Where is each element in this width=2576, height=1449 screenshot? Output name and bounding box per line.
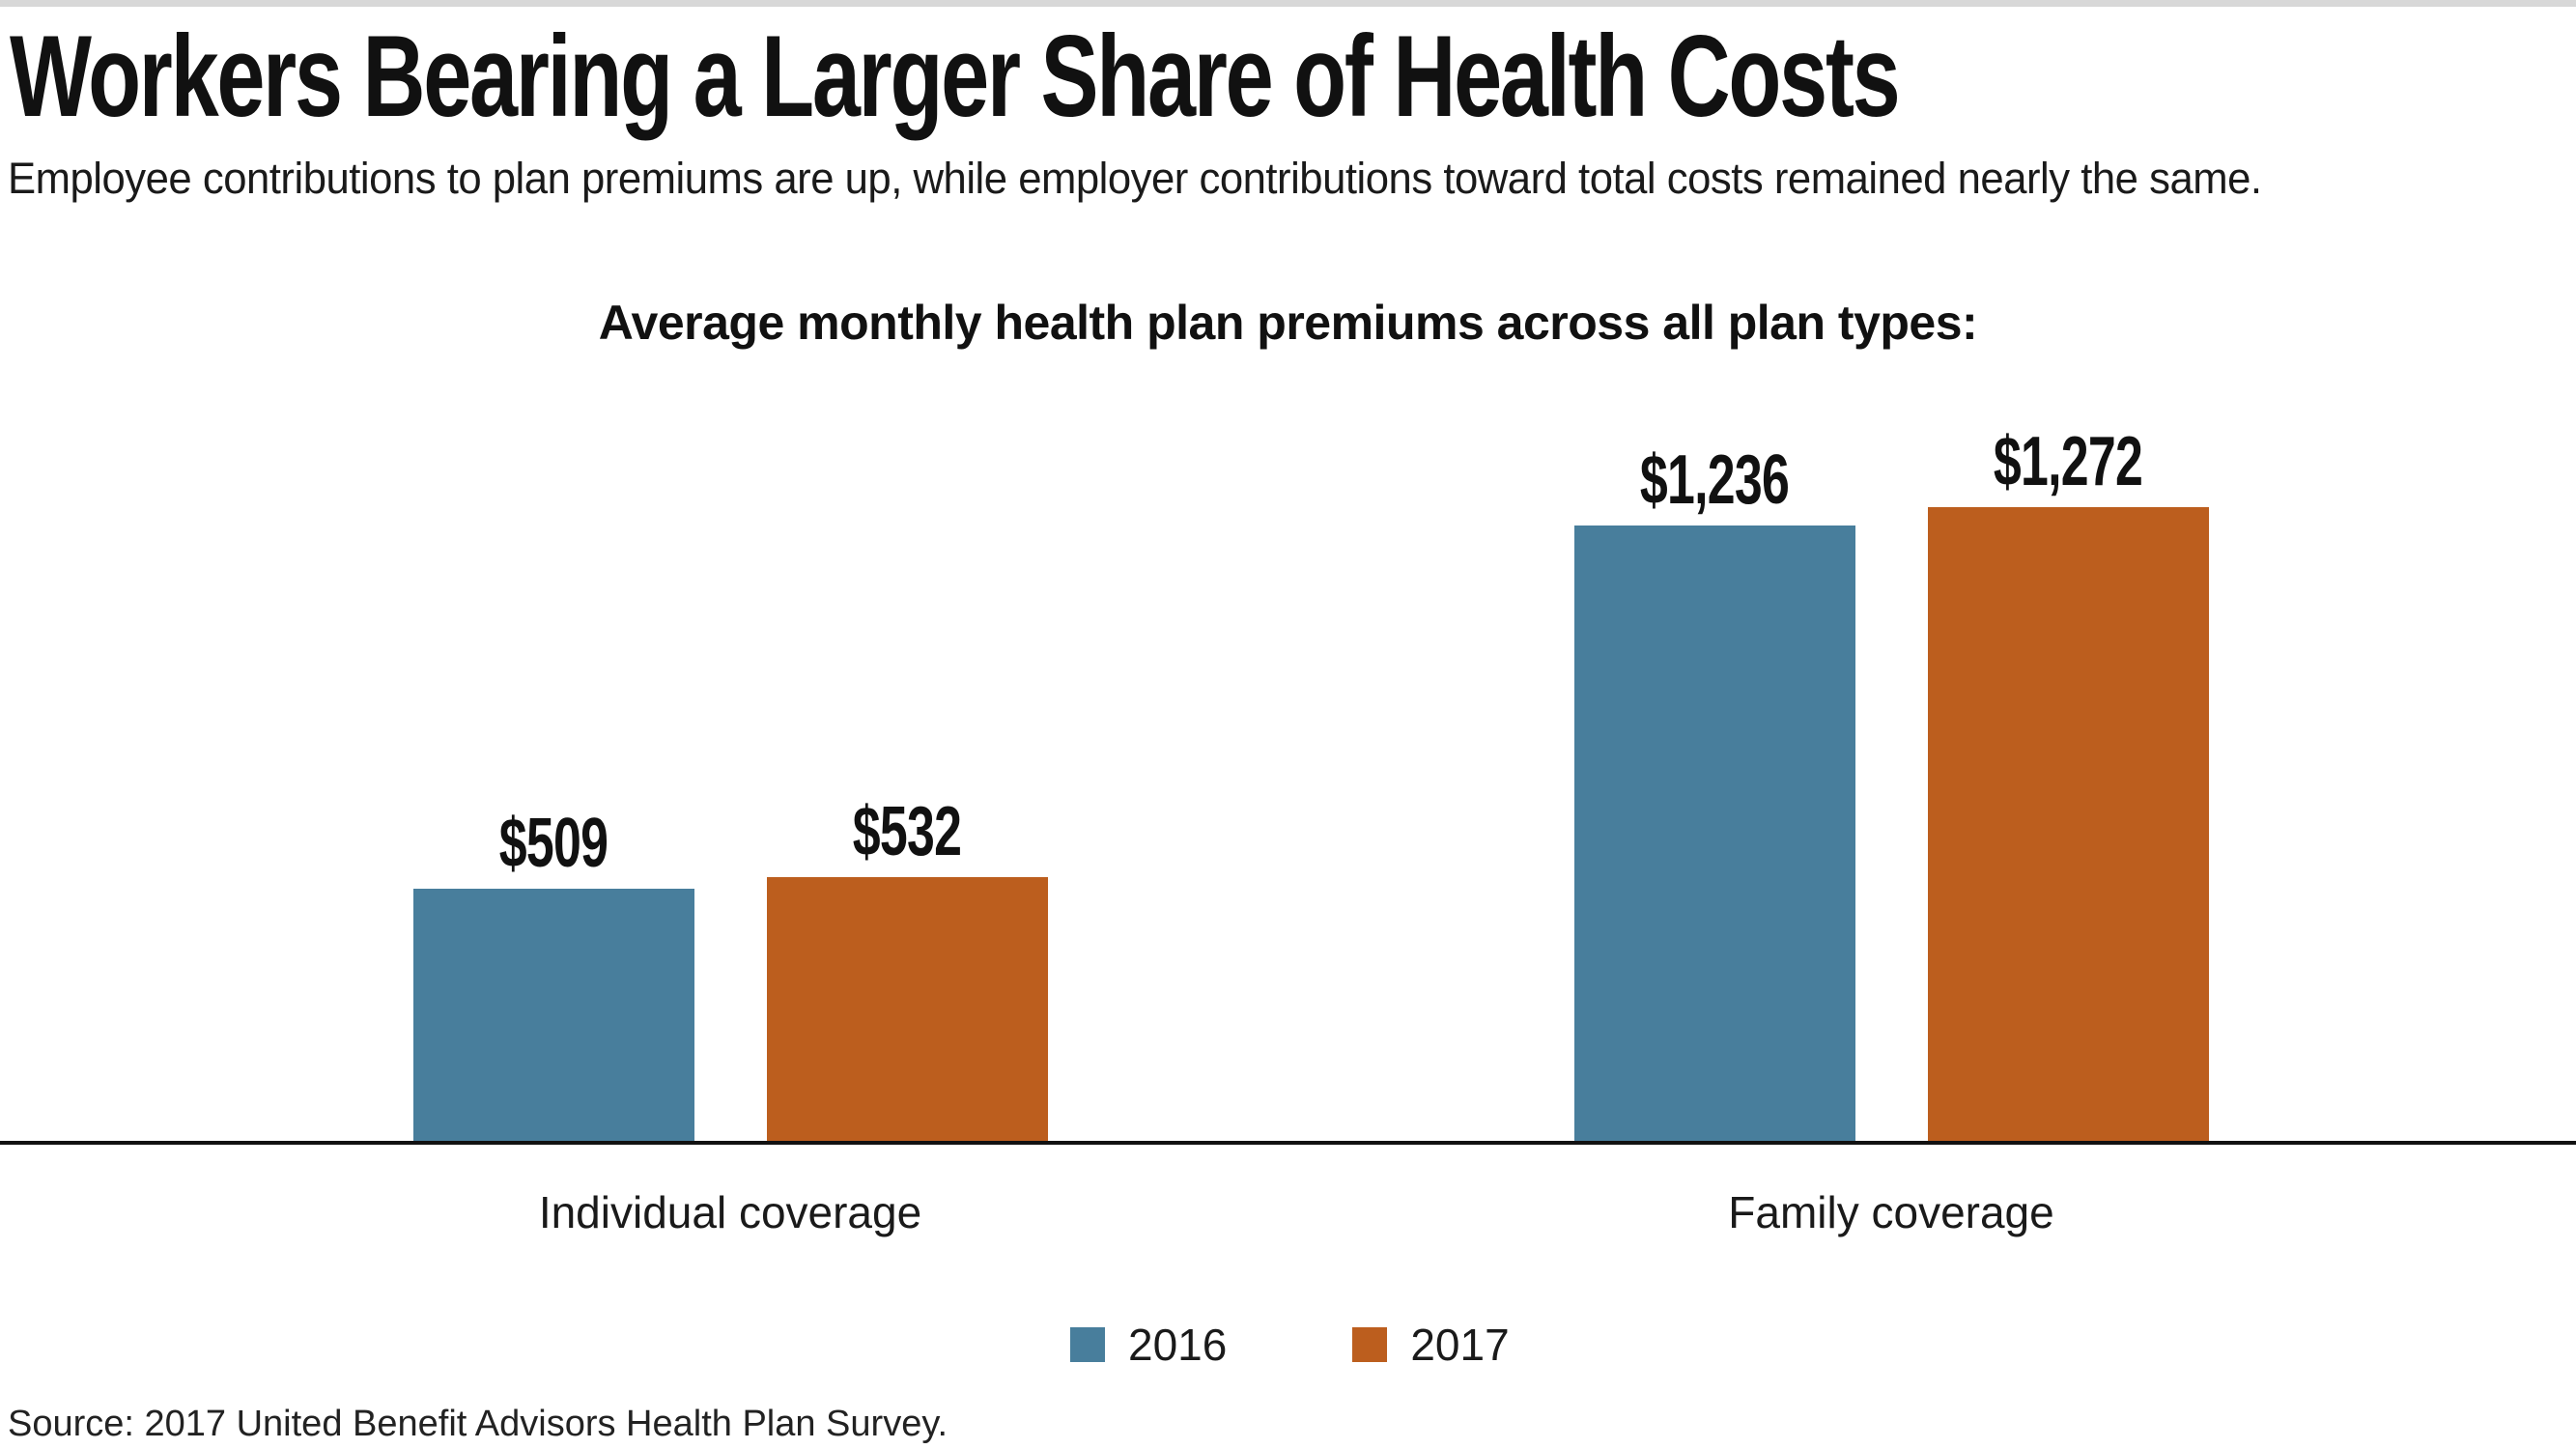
chart-title: Average monthly health plan premiums acr… xyxy=(598,296,1978,350)
top-gray-strip xyxy=(0,0,2576,7)
bar-2017-family-coverage xyxy=(1927,507,2209,1143)
page-subtitle: Employee contributions to plan premiums … xyxy=(8,154,2262,203)
legend: 2016 2017 xyxy=(1070,1322,1510,1367)
legend-item-2016: 2016 xyxy=(1070,1322,1227,1367)
bar-value-2016-family-coverage: $1,236 xyxy=(1639,441,1790,519)
bar-2017-individual-coverage xyxy=(766,877,1048,1143)
x-axis-line xyxy=(0,1141,2576,1145)
source-text: Source: 2017 United Benefit Advisors Hea… xyxy=(8,1404,948,1444)
bar-value-2017-individual-coverage: $532 xyxy=(852,793,962,870)
legend-swatch-2016 xyxy=(1070,1327,1105,1362)
legend-label-2016: 2016 xyxy=(1128,1320,1228,1370)
category-label-individual-coverage: Individual coverage xyxy=(538,1187,922,1237)
bar-2016-individual-coverage xyxy=(412,889,694,1143)
legend-item-2017: 2017 xyxy=(1352,1320,1510,1370)
legend-label-2017: 2017 xyxy=(1410,1320,1510,1370)
legend-swatch-2017 xyxy=(1352,1327,1388,1362)
category-label-family-coverage: Family coverage xyxy=(1728,1187,2054,1237)
bar-value-2016-individual-coverage: $509 xyxy=(498,805,609,882)
bar-value-2017-family-coverage: $1,272 xyxy=(1993,423,2143,500)
bar-2016-family-coverage xyxy=(1573,526,1855,1143)
page-title: Workers Bearing a Larger Share of Health… xyxy=(10,12,1901,141)
